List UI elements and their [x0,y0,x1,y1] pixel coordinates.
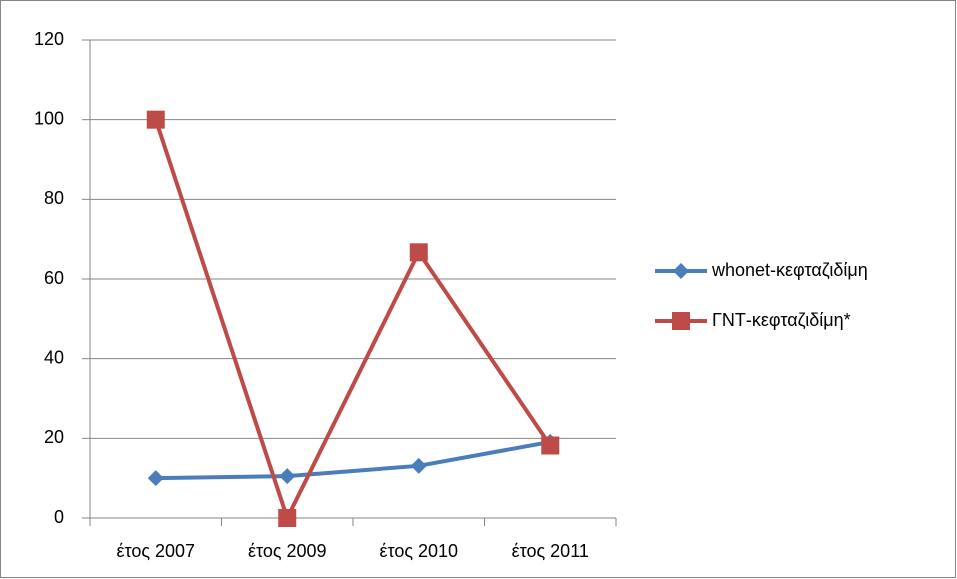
legend-label: ΓΝΤ-κεφταζιδίμη* [712,310,851,330]
y-tick-label: 60 [44,268,64,288]
y-tick-label: 0 [54,507,64,527]
data-point [279,468,296,485]
y-tick-label: 100 [34,108,64,128]
data-point [409,243,428,262]
x-tick-label: έτος 2009 [248,541,327,561]
y-tick-label: 20 [44,427,64,447]
series-line [155,439,551,481]
y-tick-label: 120 [34,29,64,49]
legend-label: whonet-κεφταζιδίμη [711,260,868,280]
y-tick-label: 80 [44,188,64,208]
legend-marker [673,263,689,279]
y-tick-label: 40 [44,347,64,367]
data-point [146,110,165,129]
series-line [153,119,552,520]
x-tick-label: έτος 2007 [116,541,195,561]
data-point [541,436,560,455]
data-point [147,470,164,487]
data-point [410,457,427,474]
x-tick-label: έτος 2010 [379,541,458,561]
x-tick-label: έτος 2011 [512,541,589,561]
data-point [278,509,297,527]
legend-marker [672,312,690,330]
